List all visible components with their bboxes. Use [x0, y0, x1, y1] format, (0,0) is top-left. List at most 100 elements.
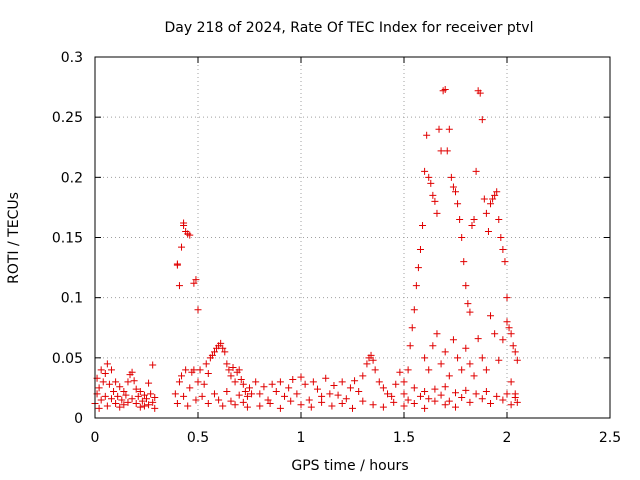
data-point [196, 366, 204, 374]
data-point [431, 397, 439, 405]
data-point [318, 392, 326, 400]
y-tick-label: 0.05 [52, 351, 83, 367]
data-point [445, 372, 453, 380]
data-point [472, 167, 480, 175]
data-point [256, 390, 264, 398]
data-point [351, 377, 359, 385]
data-point [200, 380, 208, 388]
data-point [503, 294, 511, 302]
data-point [97, 396, 105, 404]
data-point [180, 392, 188, 400]
data-point [116, 403, 124, 411]
grid [95, 57, 610, 418]
data-point [260, 383, 268, 391]
data-point [184, 402, 192, 410]
data-point [472, 390, 480, 398]
data-point [443, 147, 451, 155]
data-point [429, 342, 437, 350]
data-point [120, 401, 128, 409]
data-point [511, 394, 519, 402]
data-point [140, 402, 148, 410]
data-point [452, 389, 459, 397]
data-point [223, 388, 231, 396]
data-point [122, 391, 130, 399]
data-point [441, 85, 449, 93]
data-point [416, 392, 424, 400]
data-point [447, 173, 455, 181]
data-point [173, 400, 181, 408]
data-point [379, 384, 387, 392]
data-point [239, 398, 247, 406]
data-point [276, 404, 284, 412]
data-point [445, 125, 453, 133]
data-point [128, 368, 136, 376]
data-point [466, 360, 474, 368]
data-point [400, 402, 408, 410]
y-tick-label: 0.25 [52, 110, 83, 126]
data-point [495, 356, 503, 364]
data-point [305, 396, 313, 404]
data-point [338, 400, 346, 408]
data-point [147, 390, 155, 398]
data-point [414, 264, 422, 272]
data-point [408, 324, 416, 332]
data-point [136, 388, 144, 396]
data-point [421, 388, 429, 396]
data-point [215, 396, 223, 404]
data-point [449, 183, 457, 191]
data-point [384, 390, 392, 398]
data-point [180, 219, 188, 227]
data-point [445, 397, 453, 405]
data-point [491, 191, 499, 199]
data-point [243, 403, 251, 411]
data-point [223, 360, 231, 368]
data-point [136, 403, 144, 411]
data-point [140, 391, 148, 399]
data-point [390, 398, 398, 406]
data-point [210, 348, 218, 356]
data-point [178, 372, 186, 380]
data-point [379, 403, 387, 411]
data-point [128, 395, 136, 403]
y-tick-label: 0.15 [52, 231, 83, 247]
data-point [503, 390, 511, 398]
data-point [369, 401, 377, 409]
data-point [107, 366, 115, 374]
data-point [110, 388, 118, 396]
data-point [371, 366, 379, 374]
data-point [293, 390, 301, 398]
data-point [289, 375, 297, 383]
data-point [505, 324, 513, 332]
data-point [476, 89, 484, 97]
data-point [458, 234, 466, 241]
data-point [421, 404, 429, 412]
data-point [416, 246, 424, 254]
data-point [342, 395, 350, 403]
data-point [239, 380, 247, 388]
data-point [186, 231, 194, 239]
data-point [491, 330, 499, 338]
data-point [328, 402, 336, 410]
data-point [326, 390, 334, 398]
data-point [482, 366, 490, 374]
data-point [151, 394, 159, 402]
data-point [175, 282, 183, 290]
data-point [482, 388, 490, 396]
data-point [392, 380, 400, 388]
data-point [431, 385, 439, 393]
data-point [474, 335, 482, 343]
data-point [194, 378, 202, 386]
data-point [285, 384, 293, 392]
data-point [149, 398, 157, 406]
data-point [478, 354, 486, 362]
data-point [231, 378, 239, 386]
data-point [330, 382, 338, 390]
data-point [499, 336, 507, 344]
axis-ticks: 0 0.5 1 1.5 2 2.5 0 0.05 0.1 0.15 0.2 0.25 0.3 [52, 50, 621, 446]
y-axis-label: ROTI / TECUs [6, 192, 22, 284]
data-point [103, 360, 111, 368]
data-point [297, 373, 305, 381]
data-point [396, 368, 404, 376]
data-point [309, 378, 317, 386]
